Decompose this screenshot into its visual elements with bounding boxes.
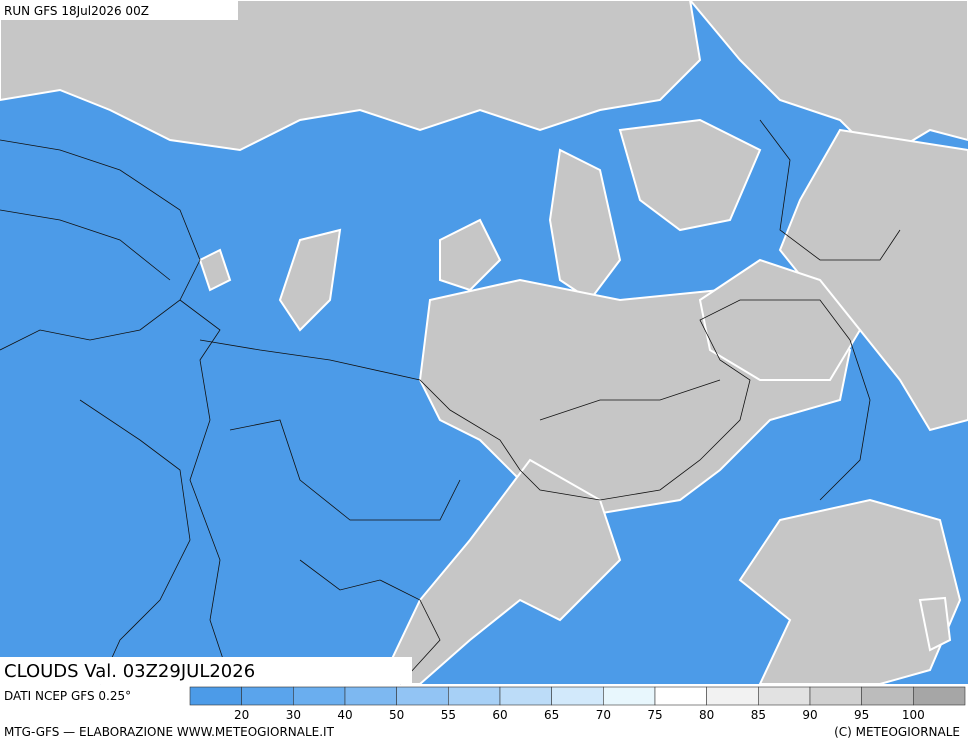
legend-swatch bbox=[293, 686, 346, 706]
legend-tick-label: 85 bbox=[751, 708, 766, 722]
legend-tick-label: 100 bbox=[902, 708, 925, 722]
legend-swatch bbox=[396, 686, 449, 706]
legend-tick-label: 20 bbox=[234, 708, 249, 722]
source-label: DATI NCEP GFS 0.25° bbox=[4, 689, 131, 703]
legend-swatch bbox=[758, 686, 811, 706]
header-box bbox=[0, 0, 238, 20]
legend-tick-label: 70 bbox=[596, 708, 611, 722]
legend-tick-label: 65 bbox=[544, 708, 559, 722]
legend-tick-label: 90 bbox=[802, 708, 817, 722]
legend-tick-label: 75 bbox=[647, 708, 662, 722]
color-legend: 20 30 40 50 55 60 65 70 75 80 85 90 95 100 bbox=[189, 686, 966, 722]
legend-tick-label: 40 bbox=[337, 708, 352, 722]
run-label: RUN GFS 18Jul2026 00Z bbox=[4, 4, 149, 18]
legend-swatch bbox=[344, 686, 397, 706]
legend-tick-label: 60 bbox=[492, 708, 507, 722]
legend-swatch bbox=[913, 686, 966, 706]
legend-tick-label: 95 bbox=[854, 708, 869, 722]
legend-tick-label: 80 bbox=[699, 708, 714, 722]
legend-tick-label: 50 bbox=[389, 708, 404, 722]
legend-swatch bbox=[706, 686, 759, 706]
legend-tick-label: 55 bbox=[441, 708, 456, 722]
legend-swatch bbox=[603, 686, 656, 706]
legend-swatch bbox=[241, 686, 294, 706]
footer-left: MTG-GFS — ELABORAZIONE WWW.METEOGIORNALE… bbox=[4, 725, 335, 739]
legend-swatch bbox=[448, 686, 501, 706]
footer-right: (C) METEOGIORNALE bbox=[834, 725, 960, 739]
legend-swatch bbox=[654, 686, 707, 706]
legend-swatch bbox=[861, 686, 914, 706]
legend-swatch bbox=[809, 686, 862, 706]
legend-swatch bbox=[189, 686, 242, 706]
map-title: CLOUDS Val. 03Z29JUL2026 bbox=[4, 661, 255, 682]
map bbox=[0, 0, 968, 685]
legend-swatch bbox=[551, 686, 604, 706]
legend-swatch bbox=[499, 686, 552, 706]
title-box bbox=[0, 657, 412, 684]
legend-tick-label: 30 bbox=[286, 708, 301, 722]
